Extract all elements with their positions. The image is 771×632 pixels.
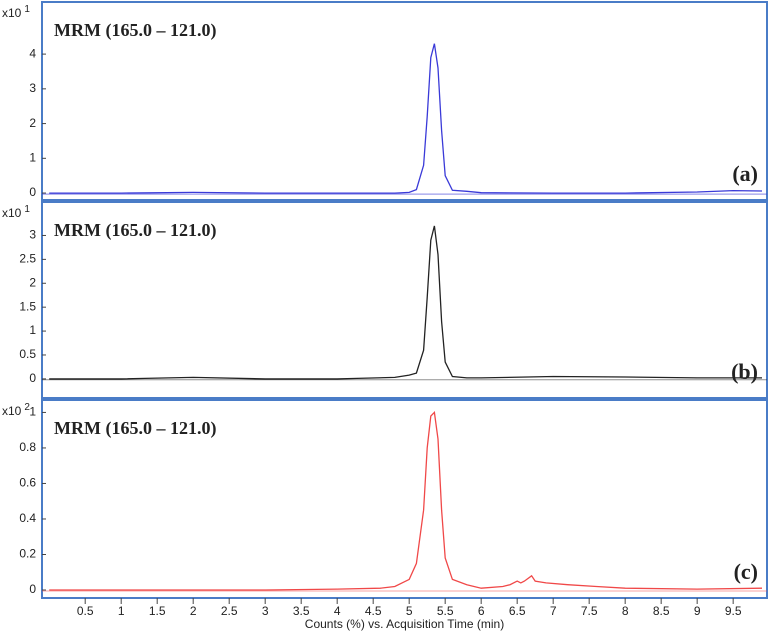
x-tick-label: 9 (694, 604, 701, 618)
x-tick-label: 9.5 (725, 604, 742, 618)
x-tick-label: 1.5 (149, 604, 166, 618)
y-tick-label: 0.2 (19, 547, 36, 561)
x-tick-label: 5.5 (437, 604, 454, 618)
panel-title: MRM (165.0 – 121.0) (54, 220, 216, 241)
x-tick-label: 2.5 (221, 604, 238, 618)
x-tick-label: 4.5 (365, 604, 382, 618)
y-scale-exponent: 2 (24, 402, 30, 413)
y-tick-label: 0 (29, 371, 36, 385)
y-scale-label: x10 1 (2, 204, 30, 221)
panel-title: MRM (165.0 – 121.0) (54, 20, 216, 41)
panel-frame (41, 1, 768, 201)
y-tick-label: 1 (29, 150, 36, 164)
y-scale-exponent: 1 (24, 4, 30, 15)
x-tick-label: 3.5 (293, 604, 310, 618)
y-tick-label: 0 (29, 185, 36, 199)
x-tick-label: 3 (262, 604, 269, 618)
x-tick-label: 7 (550, 604, 557, 618)
y-tick-label: 2 (29, 116, 36, 130)
x-tick-label: 8.5 (653, 604, 670, 618)
x-tick-label: 0.5 (77, 604, 94, 618)
panel-label: (a) (732, 161, 758, 186)
y-tick-label: 3 (29, 81, 36, 95)
x-axis-label: Counts (%) vs. Acquisition Time (min) (305, 617, 504, 631)
y-tick-label: 0 (29, 582, 36, 596)
y-scale-base: x10 (2, 206, 22, 220)
y-tick-label: 0.4 (19, 511, 36, 525)
trace (49, 43, 763, 194)
x-tick-label: 2 (190, 604, 197, 618)
x-tick-label: 1 (118, 604, 125, 618)
x-tick-label: 6 (478, 604, 485, 618)
y-tick-label: 1 (29, 405, 36, 419)
y-scale-exponent: 1 (24, 204, 30, 215)
panel-label: (c) (734, 559, 758, 584)
y-tick-label: 0.5 (19, 347, 36, 361)
y-scale-label: x10 1 (2, 4, 30, 21)
y-tick-label: 4 (29, 46, 36, 60)
y-tick-label: 1.5 (19, 299, 36, 313)
x-tick-label: 4 (334, 604, 341, 618)
y-tick-label: 2 (29, 275, 36, 289)
x-tick-label: 7.5 (581, 604, 598, 618)
y-scale-base: x10 (2, 6, 22, 20)
y-tick-label: 2.5 (19, 252, 36, 266)
y-tick-label: 0.6 (19, 476, 36, 490)
trace (49, 411, 763, 591)
panel-frame (41, 399, 768, 599)
trace (49, 225, 762, 380)
y-scale-label: x10 2 (2, 402, 30, 419)
y-tick-label: 0.8 (19, 440, 36, 454)
panel-title: MRM (165.0 – 121.0) (54, 418, 216, 439)
panel-frame (41, 201, 768, 399)
y-scale-base: x10 (2, 404, 22, 418)
x-tick-label: 5 (406, 604, 413, 618)
x-tick-label: 8 (622, 604, 629, 618)
y-tick-label: 3 (29, 228, 36, 242)
x-tick-label: 6.5 (509, 604, 526, 618)
y-tick-label: 1 (29, 323, 36, 337)
panel-label: (b) (731, 359, 758, 384)
